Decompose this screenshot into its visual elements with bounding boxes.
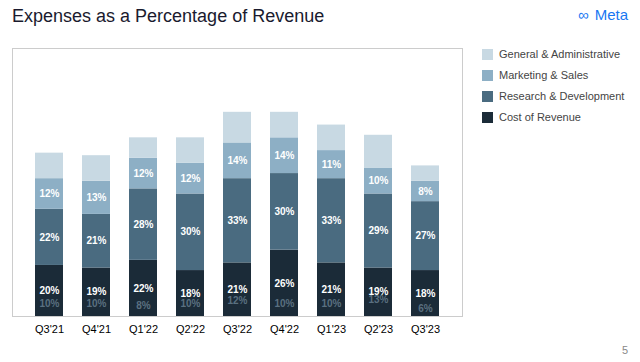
svg-text:6%: 6% [418,303,433,314]
svg-text:19%: 19% [86,286,106,297]
svg-text:Q3'21: Q3'21 [35,323,64,335]
html-text:General & Administrative: General & Administrative [499,48,621,60]
svg-text:8%: 8% [136,300,151,311]
html-text:Expenses as a Percentage of Re: Expenses as a Percentage of Revenue [12,6,325,26]
svg-text:27%: 27% [415,230,435,241]
svg-text:30%: 30% [274,206,294,217]
svg-text:30%: 30% [180,226,200,237]
svg-text:10%: 10% [180,298,200,309]
svg-text:11%: 11% [322,159,342,170]
svg-text:14%: 14% [274,150,294,161]
html-text:Research & Development: Research & Development [499,90,625,102]
svg-text:18%: 18% [180,287,201,299]
svg-text:12%: 12% [227,295,247,306]
svg-text:8%: 8% [418,186,433,197]
svg-text:13%: 13% [368,294,388,305]
svg-text:21%: 21% [86,235,106,246]
svg-text:10%: 10% [86,298,106,309]
svg-text:26%: 26% [274,278,294,289]
svg-text:12%: 12% [180,173,200,184]
svg-text:22%: 22% [133,283,153,294]
svg-text:21%: 21% [321,284,341,295]
svg-text:Q1'23: Q1'23 [317,323,346,335]
svg-text:10%: 10% [321,298,341,309]
svg-text:28%: 28% [133,219,153,230]
svg-text:18%: 18% [415,288,435,299]
svg-text:33%: 33% [321,215,341,226]
svg-text:Q2'23: Q2'23 [364,323,393,335]
svg-text:21%: 21% [227,284,247,295]
html-text:5: 5 [621,344,628,356]
svg-text:14%: 14% [227,155,247,166]
html-text:Cost of Revenue: Cost of Revenue [499,111,581,123]
svg-text:Q3'22: Q3'22 [223,323,252,335]
svg-text:Q4'21: Q4'21 [82,323,111,335]
svg-text:12%: 12% [133,168,153,179]
svg-text:10%: 10% [39,298,59,309]
html-text:∞ Meta: ∞ Meta [577,6,628,23]
svg-text:Q4'22: Q4'22 [270,323,299,335]
svg-text:33%: 33% [227,215,247,226]
svg-text:22%: 22% [39,232,59,243]
svg-text:19%: 19% [368,286,389,298]
svg-text:12%: 12% [39,188,59,199]
svg-text:Q3'23: Q3'23 [411,323,440,335]
svg-text:13%: 13% [86,192,106,203]
svg-text:29%: 29% [368,225,388,236]
svg-text:10%: 10% [368,175,388,186]
html-text:Marketing & Sales: Marketing & Sales [499,69,589,81]
svg-text:10%: 10% [274,298,294,309]
svg-text:Q2'22: Q2'22 [176,323,205,335]
svg-text:Q1'22: Q1'22 [129,323,158,335]
svg-text:20%: 20% [39,285,59,296]
